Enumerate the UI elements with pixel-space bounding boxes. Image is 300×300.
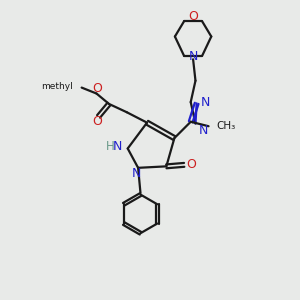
Text: N: N xyxy=(113,140,122,153)
Text: O: O xyxy=(92,82,102,95)
Text: N: N xyxy=(201,96,211,109)
Text: N: N xyxy=(132,167,141,180)
Text: methyl: methyl xyxy=(42,82,73,91)
Text: O: O xyxy=(186,158,196,171)
Text: H: H xyxy=(106,140,115,153)
Text: N: N xyxy=(188,50,198,63)
Text: O: O xyxy=(92,115,102,128)
Text: CH₃: CH₃ xyxy=(216,121,235,131)
Text: O: O xyxy=(188,10,198,22)
Text: N: N xyxy=(199,124,208,137)
